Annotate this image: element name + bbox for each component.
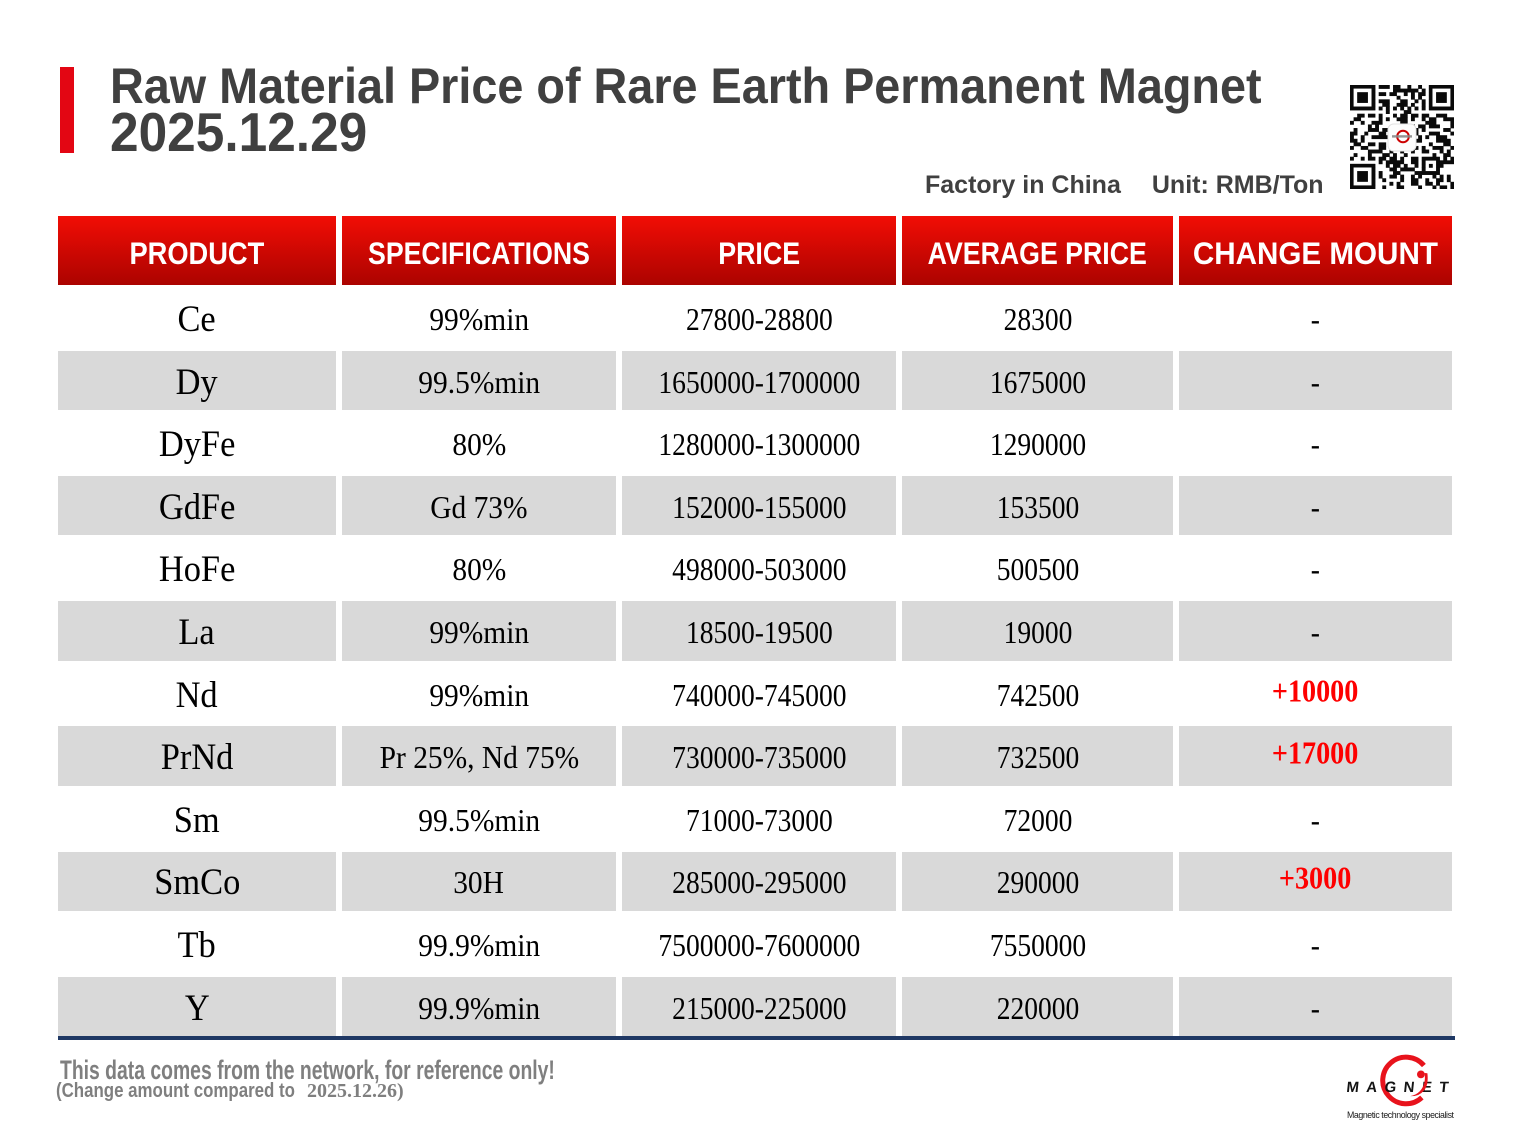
svg-text:Magnetic technology specialist: Magnetic technology specialist	[1347, 1110, 1455, 1120]
svg-text:MAGNET: MAGNET	[1346, 1079, 1458, 1096]
